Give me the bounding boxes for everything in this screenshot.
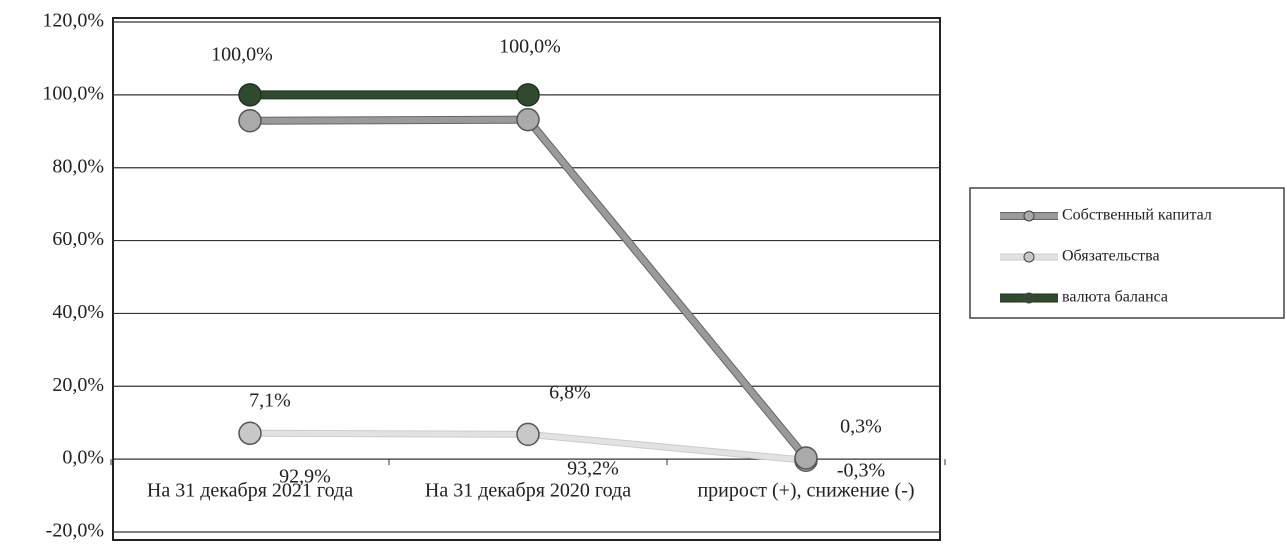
x-tick-label: прирост (+), снижение (-) xyxy=(697,480,914,502)
y-tick-label: 0,0% xyxy=(62,447,104,469)
data-label: 7,1% xyxy=(249,390,291,412)
series-line-outline xyxy=(249,115,810,461)
data-label: 0,3% xyxy=(840,416,882,438)
y-tick-label: 80,0% xyxy=(52,155,104,177)
series-line xyxy=(249,116,809,460)
data-point xyxy=(238,83,262,107)
data-point xyxy=(238,108,262,133)
legend-marker xyxy=(1023,210,1035,222)
legend-marker xyxy=(1023,251,1035,263)
y-tick-label: 60,0% xyxy=(52,228,104,250)
y-tick-label: 100,0% xyxy=(42,82,104,104)
data-label: 92,9% xyxy=(279,466,331,488)
data-point xyxy=(516,422,540,447)
data-label: 93,2% xyxy=(567,458,619,480)
y-tick-label: 120,0% xyxy=(42,10,104,32)
x-tick-label: На 31 декабря 2020 года xyxy=(425,480,631,502)
legend-label: валюта баланса xyxy=(1062,289,1168,306)
y-tick-label: -20,0% xyxy=(46,520,104,542)
data-point xyxy=(238,421,262,446)
data-point xyxy=(794,446,818,470)
data-label: 6,8% xyxy=(549,382,591,404)
legend-marker xyxy=(1023,292,1035,304)
data-label: 100,0% xyxy=(211,44,273,66)
legend-label: Собственный капитал xyxy=(1062,207,1212,224)
data-label: -0,3% xyxy=(837,460,885,482)
y-tick-label: 20,0% xyxy=(52,374,104,396)
data-point xyxy=(516,107,540,132)
y-tick-label: 40,0% xyxy=(52,301,104,323)
data-label: 100,0% xyxy=(499,36,561,58)
data-point xyxy=(516,83,540,107)
legend-label: Обязательства xyxy=(1062,248,1160,265)
plot-frame xyxy=(112,17,941,541)
x-tick-label: На 31 декабря 2021 года xyxy=(147,480,353,502)
